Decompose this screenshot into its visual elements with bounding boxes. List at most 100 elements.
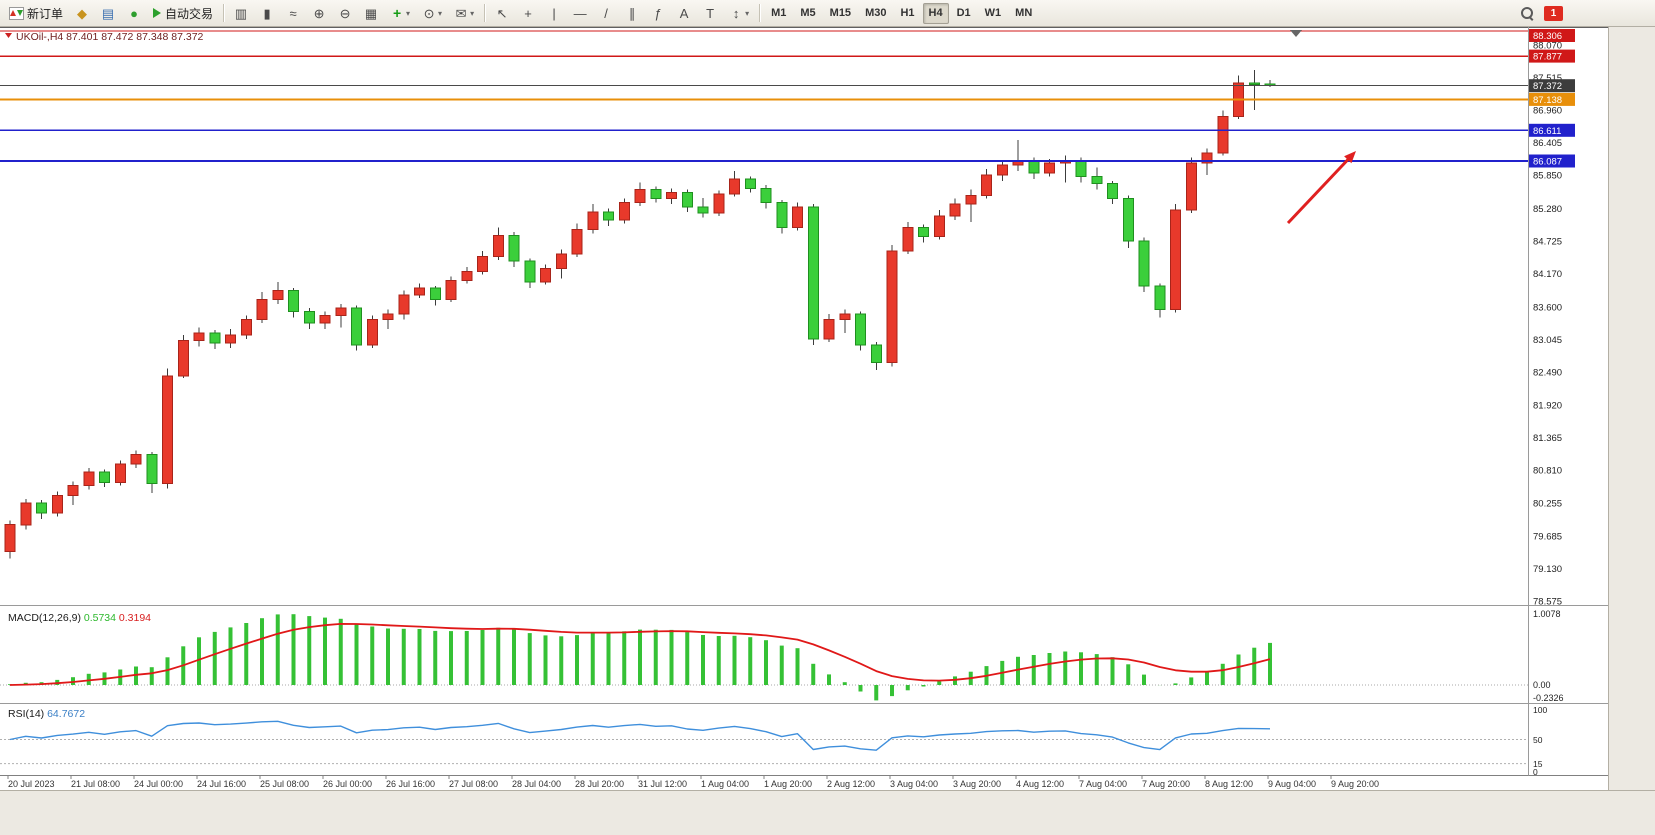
- trendline-button[interactable]: /: [594, 2, 618, 25]
- new-order-button[interactable]: 新订单: [4, 2, 68, 25]
- candle-body: [335, 307, 347, 316]
- svg-text:87.372: 87.372: [1533, 81, 1562, 92]
- macd-histogram-bar: [732, 635, 737, 685]
- label-button[interactable]: T: [698, 2, 722, 25]
- svg-text:1 Aug 04:00: 1 Aug 04:00: [701, 779, 749, 789]
- candle-body: [855, 313, 866, 346]
- candle-body: [524, 260, 536, 283]
- vertical-line-button[interactable]: |: [542, 2, 566, 25]
- macd-histogram-bar: [1063, 651, 1068, 685]
- svg-text:4 Aug 12:00: 4 Aug 12:00: [1016, 779, 1064, 789]
- timeframe-m5-button[interactable]: M5: [800, 7, 816, 19]
- zoom-out-button[interactable]: ⊖: [333, 2, 357, 25]
- candle-body: [146, 453, 158, 485]
- arrows-button[interactable]: ↕ ▾: [724, 2, 754, 25]
- tile-windows-icon: ▦: [364, 5, 378, 21]
- level-price-tag: [1529, 123, 1575, 137]
- svg-text:MACD(12,26,9) 0.5734 0.3194: MACD(12,26,9) 0.5734 0.3194: [8, 612, 151, 624]
- macd-histogram-bar: [1142, 674, 1146, 685]
- timeframe-mn-button[interactable]: MN: [1015, 7, 1033, 19]
- navigator-button[interactable]: ●: [122, 2, 146, 25]
- chart-shift-marker[interactable]: [1290, 30, 1302, 37]
- line-chart-icon: ≈: [289, 5, 297, 21]
- indicators-button[interactable]: + ▾: [385, 2, 415, 25]
- arrow-annotation[interactable]: [1286, 151, 1356, 225]
- trendline-icon: /: [604, 5, 608, 21]
- channel-icon: ∥: [628, 5, 636, 21]
- tile-windows-button[interactable]: ▦: [359, 2, 383, 25]
- candle-body: [209, 332, 221, 344]
- search-icon[interactable]: [1521, 7, 1534, 21]
- timeframe-m15-button[interactable]: M15: [829, 7, 852, 19]
- candle-body: [461, 271, 473, 281]
- candle-body: [1248, 82, 1260, 85]
- timeframe-d1-button[interactable]: D1: [956, 7, 971, 19]
- timeframe-h4-button[interactable]: H4: [922, 2, 949, 24]
- label-icon: T: [706, 5, 715, 21]
- rsi-line: [9, 720, 1271, 751]
- channel-button[interactable]: ∥: [620, 2, 644, 25]
- timeframe-h1-button[interactable]: H1: [900, 7, 915, 19]
- candle-body: [256, 299, 268, 321]
- line-chart-button[interactable]: ≈: [281, 2, 305, 25]
- macd-histogram-bar: [464, 631, 469, 685]
- level-price-tag: [1529, 49, 1575, 63]
- autotrading-play-icon: [153, 8, 162, 18]
- candle-body: [414, 287, 425, 296]
- candle-body: [1044, 162, 1055, 174]
- candle-body: [1012, 160, 1024, 166]
- macd-histogram-bar: [496, 627, 501, 685]
- notification-badge[interactable]: 1: [1544, 6, 1563, 21]
- macd-histogram-bar: [1252, 647, 1257, 685]
- candle-body: [1028, 160, 1040, 174]
- timeframe-w1-button[interactable]: W1: [984, 7, 1002, 19]
- time-scale[interactable]: [0, 776, 1608, 791]
- macd-histogram-bar: [1268, 642, 1272, 685]
- zoom-in-button[interactable]: ⊕: [307, 2, 331, 25]
- macd-histogram-bar: [559, 636, 564, 685]
- data-window-button[interactable]: ▤: [96, 2, 120, 25]
- macd-histogram-bar: [890, 685, 894, 697]
- templates-button[interactable]: ✉ ▾: [449, 2, 479, 25]
- text-button[interactable]: A: [672, 2, 696, 25]
- price-scale[interactable]: [1528, 27, 1608, 776]
- candlestick-series: [4, 70, 1276, 559]
- rsi-indicator: RSI(14) 64.7672 100 50 150: [0, 705, 1547, 777]
- candle-body: [603, 211, 614, 221]
- svg-text:26 Jul 00:00: 26 Jul 00:00: [323, 779, 372, 789]
- macd-histogram-bar: [748, 637, 753, 685]
- bar-chart-button[interactable]: ▥: [229, 2, 253, 25]
- candle-body: [713, 193, 725, 214]
- timeframe-m30-button[interactable]: M30: [865, 7, 887, 19]
- chevron-down-icon: ▾: [438, 8, 443, 18]
- chart-plot-area[interactable]: [0, 27, 1608, 790]
- candle-body: [20, 502, 32, 526]
- cursor-button[interactable]: ↖: [490, 2, 514, 25]
- svg-text:28 Jul 20:00: 28 Jul 20:00: [575, 779, 624, 789]
- timeframe-m1-button[interactable]: M1: [771, 7, 787, 19]
- periods-button[interactable]: ⊙ ▾: [417, 2, 447, 25]
- svg-text:-0.2326: -0.2326: [1533, 693, 1564, 703]
- svg-text:88.070: 88.070: [1533, 40, 1562, 51]
- symbol-dropdown-icon[interactable]: [5, 33, 12, 38]
- candle-body: [225, 334, 236, 344]
- macd-histogram-bar: [1110, 657, 1115, 685]
- horizontal-line-button[interactable]: —: [568, 2, 592, 25]
- candle-body: [272, 289, 284, 301]
- candle-body: [382, 313, 394, 321]
- fibonacci-button[interactable]: ƒ: [646, 2, 670, 25]
- macd-histogram-bar: [134, 666, 138, 685]
- zoom-out-icon: ⊖: [339, 5, 351, 21]
- autotrading-button[interactable]: 自动交易: [148, 2, 218, 25]
- crosshair-button[interactable]: +: [516, 2, 540, 25]
- macd-histogram-bar: [638, 629, 642, 685]
- macd-histogram-bar: [874, 685, 879, 701]
- market-watch-button[interactable]: ◆: [70, 2, 94, 25]
- candle-body: [949, 203, 961, 217]
- candlestick-chart-button[interactable]: ▮: [255, 2, 279, 25]
- macd-histogram-bar: [449, 631, 453, 685]
- svg-text:1 Aug 20:00: 1 Aug 20:00: [764, 779, 812, 789]
- candle-body: [870, 344, 882, 363]
- candle-body: [681, 192, 693, 208]
